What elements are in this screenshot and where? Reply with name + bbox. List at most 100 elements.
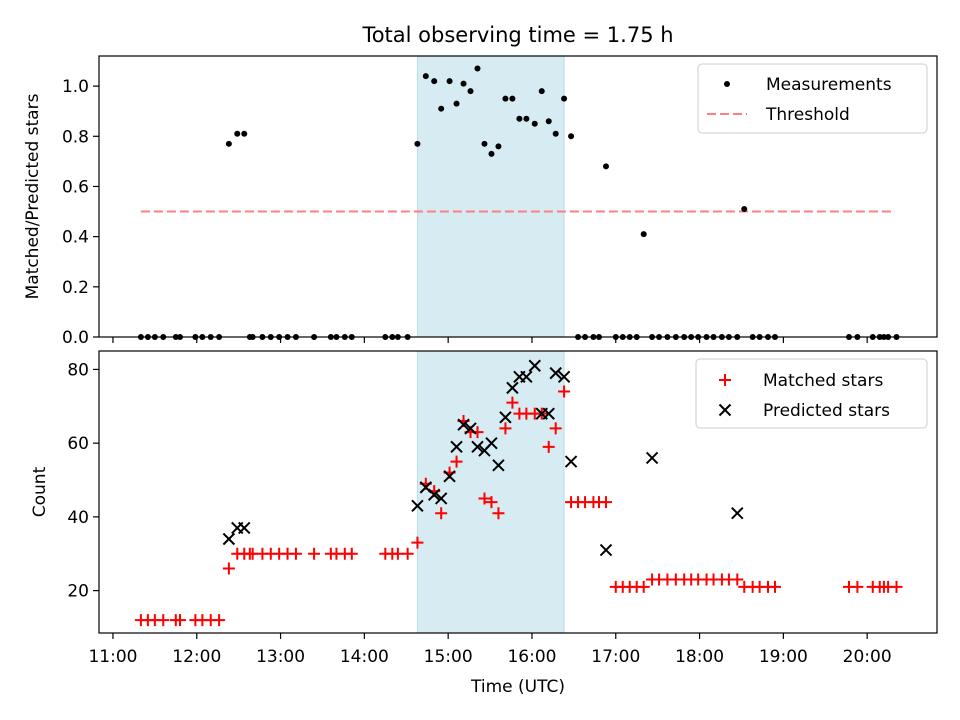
measurement-point bbox=[531, 120, 538, 127]
predicted-star-point bbox=[549, 366, 562, 380]
x-tick-label: 16:00 bbox=[507, 647, 556, 667]
matched-star-point bbox=[345, 547, 358, 560]
legend-measurement-marker bbox=[724, 81, 730, 87]
x-tick-label: 17:00 bbox=[591, 647, 640, 667]
top-panel-ylabel: Matched/Predicted stars bbox=[23, 93, 43, 299]
matched-star-point bbox=[499, 422, 512, 435]
measurement-point bbox=[602, 163, 609, 170]
matched-star-point bbox=[157, 614, 170, 627]
measurement-point bbox=[453, 100, 460, 107]
top-panel-axes: 0.0 0.2 0.4 0.6 0.8 1.0 bbox=[62, 77, 868, 348]
measurement-point bbox=[438, 105, 445, 112]
observing-window-shade bbox=[416, 55, 565, 338]
x-tick-label: 11:00 bbox=[88, 647, 137, 667]
predicted-star-point bbox=[434, 492, 448, 505]
matched-star-point bbox=[411, 536, 424, 549]
matched-star-point bbox=[599, 496, 612, 509]
matched-star-point bbox=[549, 422, 562, 435]
bottom-panel-ylabel: Count bbox=[30, 466, 50, 517]
predicted-star-point bbox=[557, 370, 571, 384]
measurement-point bbox=[467, 88, 474, 95]
predicted-star-point bbox=[485, 436, 498, 450]
matched-star-point bbox=[213, 614, 226, 627]
predicted-star-point bbox=[450, 440, 463, 454]
predicted-star-point bbox=[443, 470, 456, 483]
x-tick-label: 12:00 bbox=[172, 647, 221, 667]
y-tick-label: 20 bbox=[67, 582, 89, 602]
predicted-star-point bbox=[492, 459, 505, 472]
legend-threshold-label: Threshold bbox=[765, 105, 850, 125]
legend-box bbox=[695, 358, 928, 429]
predicted-star-point bbox=[506, 381, 519, 395]
predicted-star-point bbox=[528, 359, 541, 372]
measurement-point bbox=[640, 231, 647, 238]
bottom-panel: 20 40 60 80 11:00 12:00 13:00 14:00 15:00 16:00 17… bbox=[30, 350, 938, 697]
y-tick-label: 0.0 bbox=[62, 328, 89, 348]
bottom-panel-marks bbox=[134, 359, 903, 627]
legend-box bbox=[697, 63, 928, 134]
measurement-point bbox=[481, 140, 488, 147]
measurement-point bbox=[502, 95, 509, 102]
measurement-point bbox=[509, 95, 516, 102]
top-panel-frame bbox=[98, 55, 938, 338]
legend-measurements-label: Measurements bbox=[766, 75, 892, 95]
matched-star-point bbox=[637, 580, 650, 593]
x-tick-label: 20:00 bbox=[843, 647, 892, 667]
matched-star-point bbox=[890, 580, 903, 593]
top-panel: 0.0 0.2 0.4 0.6 0.8 1.0 Matched/Predicted sta… bbox=[23, 55, 938, 348]
predicted-star-point bbox=[457, 418, 470, 431]
matched-star-point bbox=[174, 614, 187, 627]
y-tick-label: 0.6 bbox=[62, 177, 89, 197]
predicted-star-point bbox=[542, 407, 555, 420]
matched-star-point bbox=[731, 573, 744, 586]
matched-star-point bbox=[450, 455, 463, 468]
predicted-star-point bbox=[645, 451, 659, 465]
matched-star-point bbox=[308, 547, 321, 560]
measurement-point bbox=[474, 65, 481, 72]
legend-predicted-label: Predicted stars bbox=[763, 401, 890, 421]
bottom-panel-frame bbox=[98, 350, 938, 634]
matched-star-point bbox=[401, 547, 414, 560]
predicted-star-point bbox=[222, 532, 236, 546]
x-tick-label: 14:00 bbox=[340, 647, 389, 667]
y-tick-label: 80 bbox=[67, 360, 89, 380]
chart-title: Total observing time = 1.75 h bbox=[361, 23, 673, 47]
predicted-star-point bbox=[599, 543, 613, 557]
y-tick-label: 1.0 bbox=[62, 77, 89, 97]
matched-star-point bbox=[542, 440, 555, 453]
matched-star-point bbox=[558, 385, 571, 398]
legend-matched-marker bbox=[719, 374, 731, 386]
predicted-star-point bbox=[499, 411, 512, 424]
bottom-panel-legend: Matched stars Predicted stars bbox=[695, 358, 928, 429]
x-tick-label: 19:00 bbox=[759, 647, 808, 667]
matched-star-point bbox=[506, 396, 519, 409]
legend-matched-label: Matched stars bbox=[763, 371, 883, 391]
measurement-point bbox=[741, 206, 748, 213]
measurement-point bbox=[523, 115, 530, 122]
matched-star-point bbox=[492, 507, 505, 520]
measurement-point bbox=[431, 78, 438, 85]
measurement-point bbox=[568, 133, 575, 140]
measurement-point bbox=[561, 95, 568, 102]
predicted-star-point bbox=[471, 440, 484, 454]
measurement-point bbox=[241, 130, 248, 137]
bottom-panel-xlabel: Time (UTC) bbox=[470, 677, 565, 697]
measurement-point bbox=[488, 150, 495, 157]
measurement-point bbox=[538, 88, 545, 95]
measurement-point bbox=[545, 118, 552, 125]
measurement-point bbox=[225, 140, 232, 147]
matched-star-point bbox=[485, 496, 498, 509]
matched-star-point bbox=[851, 580, 864, 593]
y-tick-label: 0.8 bbox=[62, 127, 89, 147]
measurement-point bbox=[422, 73, 429, 80]
top-panel-legend: Measurements Threshold bbox=[697, 63, 928, 134]
predicted-star-point bbox=[464, 422, 477, 435]
y-tick-label: 60 bbox=[67, 434, 89, 454]
bottom-panel-axes: 20 40 60 80 11:00 12:00 13:00 14:00 15:00 16:00 17… bbox=[67, 360, 891, 667]
predicted-star-point bbox=[564, 455, 578, 468]
y-tick-label: 40 bbox=[67, 508, 89, 528]
predicted-star-point bbox=[731, 506, 744, 520]
measurement-point bbox=[495, 143, 502, 150]
x-tick-label: 18:00 bbox=[675, 647, 724, 667]
